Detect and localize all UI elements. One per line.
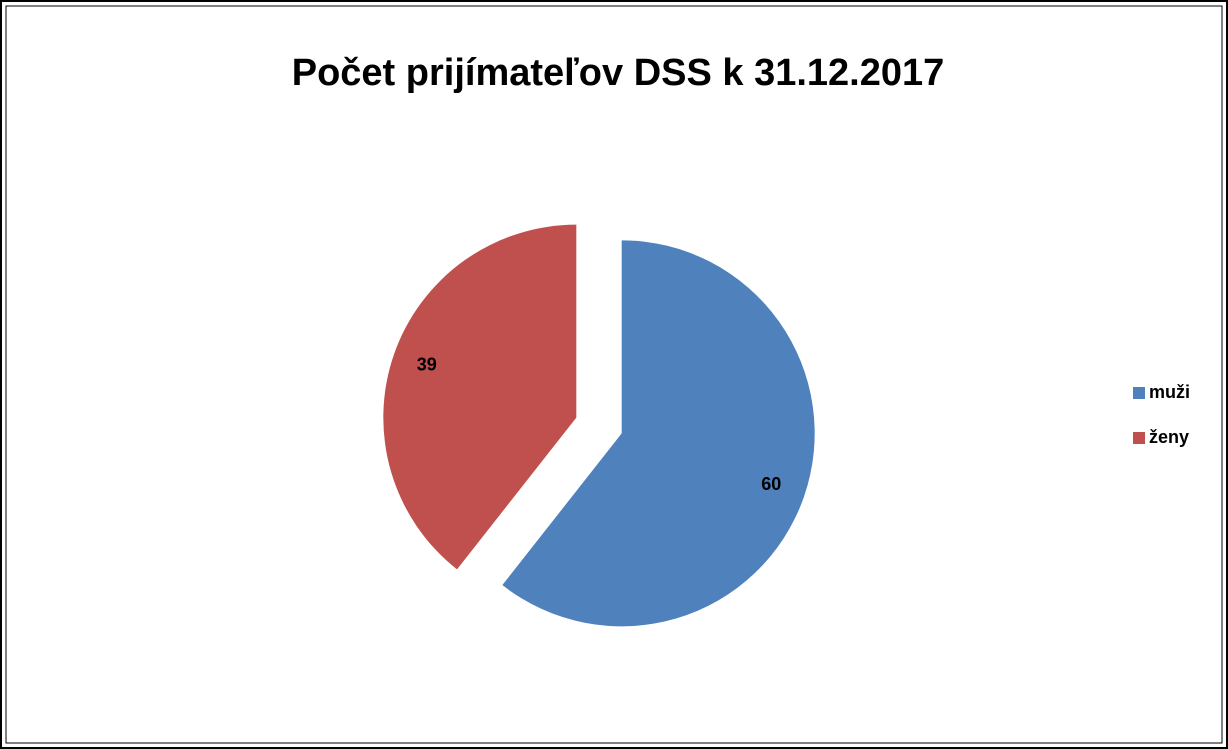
pie-slice: [502, 240, 815, 627]
data-label: 60: [761, 474, 781, 494]
legend-label: muži: [1149, 382, 1190, 402]
inner-border: [5, 5, 1223, 744]
pie-slice: [383, 224, 577, 570]
legend-swatch: [1133, 387, 1145, 399]
data-label: 39: [417, 355, 437, 375]
legend-label: ženy: [1149, 427, 1189, 447]
chart-title: Počet prijímateľov DSS k 31.12.2017: [292, 52, 945, 94]
legend-swatch: [1133, 432, 1145, 444]
